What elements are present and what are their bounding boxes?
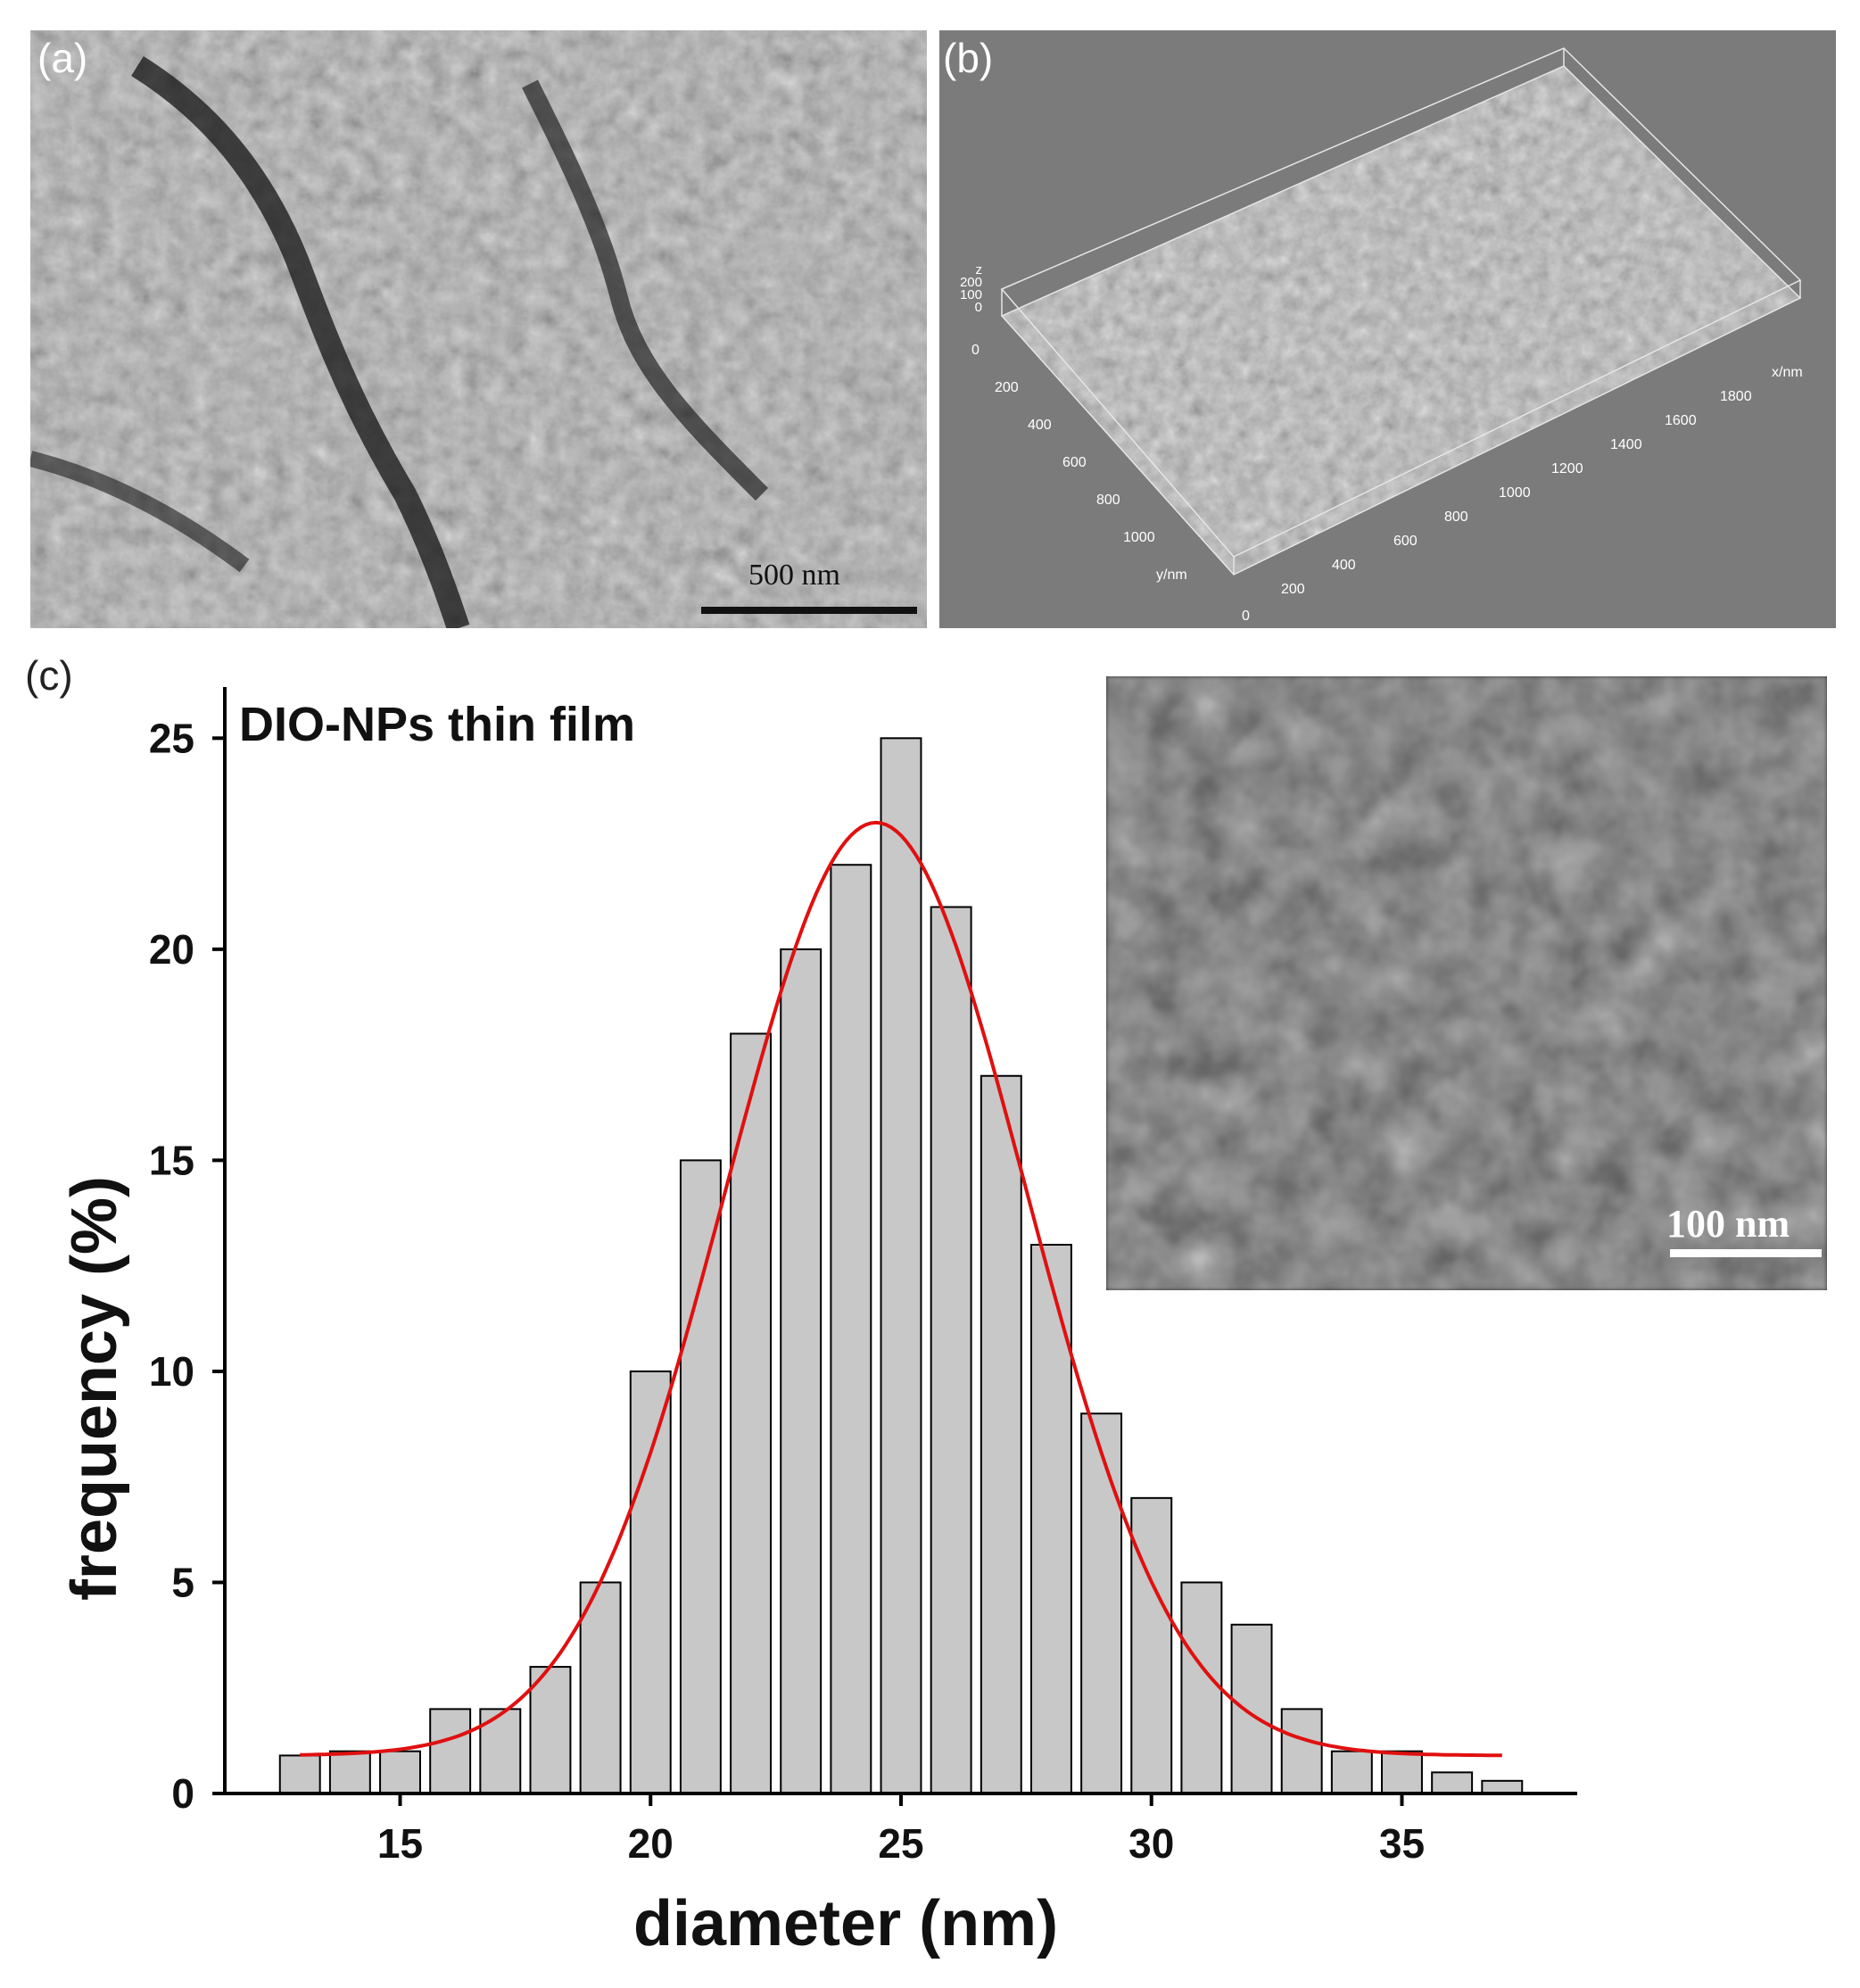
x-tick: 1600 xyxy=(1665,413,1697,428)
histogram-bar xyxy=(529,1666,572,1794)
histogram-bar xyxy=(1080,1412,1123,1794)
histogram-bar xyxy=(1180,1581,1223,1795)
scale-bar-a xyxy=(701,607,917,614)
chart-title: DIO-NPs thin film xyxy=(239,698,635,751)
x-axis-title: x/nm xyxy=(1772,365,1803,380)
x-origin-tick: 0 xyxy=(1242,609,1250,624)
y-tick: 400 xyxy=(1028,418,1052,433)
surface-3d-render xyxy=(1000,47,1802,576)
y-tick-label: 15 xyxy=(149,1137,194,1183)
panel-label-a: (a) xyxy=(37,35,88,81)
panel-label-c: (c) xyxy=(25,652,73,699)
ticks-group: 15 20 25 30 35 0 5 10 15 20 25 xyxy=(149,715,1425,1867)
x-tick: 1000 xyxy=(1499,485,1531,501)
z-axis: z 200 100 0 xyxy=(959,262,983,315)
z-axis-title: z xyxy=(975,262,983,277)
size-distribution-chart: 15 20 25 30 35 0 5 10 15 20 25 DIO-NPs thin film d… xyxy=(59,687,1577,1959)
y-tick: 800 xyxy=(1096,493,1120,508)
x-tick: 600 xyxy=(1393,534,1418,549)
z-tick: 100 xyxy=(959,287,982,302)
panel-label-b: (b) xyxy=(943,35,994,81)
x-tick: 1400 xyxy=(1610,437,1642,452)
y-tick-label: 0 xyxy=(171,1770,194,1817)
histogram-bar xyxy=(278,1754,321,1795)
histogram-bar xyxy=(1130,1496,1173,1794)
y-axis-title: y/nm xyxy=(1156,567,1187,583)
y-tick: 200 xyxy=(995,380,1019,395)
y-tick: 600 xyxy=(1062,455,1087,470)
y-tick-label: 5 xyxy=(171,1559,194,1605)
y-tick-label: 20 xyxy=(149,926,194,973)
inset-scale-bar-label: 100 nm xyxy=(1666,1202,1790,1246)
x-tick: 200 xyxy=(1281,582,1305,597)
x-tick: 800 xyxy=(1444,509,1468,525)
x-tick-label: 30 xyxy=(1128,1820,1174,1867)
z-tick: 0 xyxy=(974,300,982,315)
histogram-bar xyxy=(379,1750,421,1794)
histogram-bar xyxy=(429,1708,472,1795)
inset-sem-texture xyxy=(1106,676,1827,1290)
y-tick-label: 25 xyxy=(149,715,194,761)
histogram-bar xyxy=(629,1370,672,1795)
x-tick-label: 20 xyxy=(628,1820,674,1867)
inset-sem-image: 100 nm xyxy=(1106,676,1827,1290)
histogram-bar xyxy=(830,864,872,1795)
x-tick-label: 25 xyxy=(878,1820,923,1867)
histogram-bar xyxy=(1280,1708,1323,1795)
histogram-bar xyxy=(880,737,922,1794)
histogram-bar xyxy=(328,1750,371,1794)
x-tick-label: 35 xyxy=(1379,1820,1425,1867)
histogram-bar xyxy=(780,948,823,1795)
x-axis-label: diameter (nm) xyxy=(633,1888,1058,1959)
x-tick: 1200 xyxy=(1551,461,1583,476)
histogram-bar xyxy=(1330,1750,1373,1794)
inset-scale-bar xyxy=(1670,1249,1822,1257)
z-tick: 200 xyxy=(959,275,982,290)
gaussian-fit-curve xyxy=(300,820,1502,1758)
x-tick: 1800 xyxy=(1720,389,1752,404)
y-axis-label: frequency (%) xyxy=(59,1176,130,1601)
y-tick-label: 10 xyxy=(149,1348,194,1395)
histogram-bar xyxy=(579,1581,622,1795)
sem-image-a: (a) 500 nm xyxy=(30,30,927,628)
histogram-bar xyxy=(679,1159,722,1794)
y-tick: 1000 xyxy=(1123,530,1155,545)
surface-3d-b: (b) z 200 100 0 0 200 400 600 800 1000 y… xyxy=(939,30,1836,628)
x-tick: 400 xyxy=(1332,558,1356,573)
sem-texture-a xyxy=(30,30,927,628)
histogram-bar xyxy=(980,1074,1022,1794)
histogram-bar xyxy=(1381,1750,1423,1794)
scale-bar-label-a: 500 nm xyxy=(748,559,840,592)
histogram-bar xyxy=(1481,1779,1524,1795)
histogram-bar xyxy=(730,1032,773,1794)
bars-group xyxy=(278,737,1524,1795)
origin-tick: 0 xyxy=(971,343,980,358)
histogram-bar xyxy=(1230,1623,1273,1795)
histogram-bar xyxy=(1431,1771,1474,1795)
x-tick-label: 15 xyxy=(377,1820,423,1867)
histogram-bar xyxy=(930,906,972,1794)
